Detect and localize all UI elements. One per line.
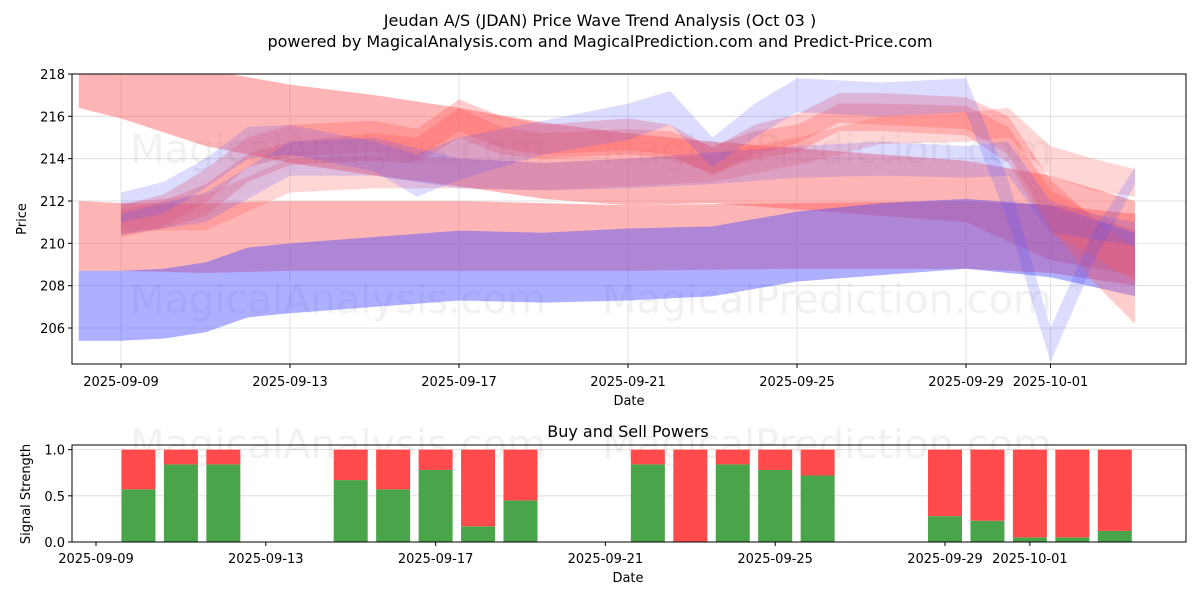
bar-buy xyxy=(800,475,835,542)
bar-buy xyxy=(461,526,496,542)
bar-buy xyxy=(970,520,1005,542)
bar-sell xyxy=(206,449,241,465)
x-tick-label: 2025-09-13 xyxy=(228,552,304,567)
band-long-blue-lower xyxy=(78,198,1135,341)
watermark: MagicalPrediction.com xyxy=(602,127,1052,173)
bar-x-label: Date xyxy=(612,571,643,586)
bar-axes-frame xyxy=(71,444,1187,543)
bar-buy xyxy=(333,480,368,542)
bar-sell xyxy=(503,449,538,501)
bar-buy xyxy=(715,464,750,542)
y-tick-label: 0.0 xyxy=(44,536,65,551)
bar-sell xyxy=(673,449,708,542)
band-long-red-lower xyxy=(78,201,1135,286)
y-tick-label: 218 xyxy=(40,68,65,83)
bar-sell xyxy=(376,449,411,490)
bar-sell xyxy=(715,449,750,465)
bar-sell xyxy=(461,449,496,527)
bar-buy xyxy=(1055,537,1090,542)
x-tick-label: 2025-09-09 xyxy=(58,552,134,567)
y-tick-label: 216 xyxy=(40,110,65,125)
main-x-label: Date xyxy=(613,394,644,409)
x-tick-label: 2025-09-13 xyxy=(252,375,328,390)
bar-x-ticks: 2025-09-09 2025-09-13 2025-09-17 2025-09-21… xyxy=(58,542,1068,567)
x-tick-label: 2025-10-01 xyxy=(992,552,1068,567)
watermark: MagicalAnalysis.com xyxy=(130,277,546,323)
bar-sell xyxy=(121,449,156,490)
y-tick-label: 1.0 xyxy=(44,444,65,459)
bar-buy xyxy=(1097,530,1132,542)
bar-sell xyxy=(1012,449,1047,538)
x-tick-label: 2025-09-09 xyxy=(83,375,159,390)
x-tick-label: 2025-09-25 xyxy=(759,375,835,390)
x-tick-label: 2025-09-17 xyxy=(421,375,497,390)
bar-buy xyxy=(121,489,156,542)
bar-buy xyxy=(928,516,962,542)
y-tick-label: 208 xyxy=(40,280,65,295)
band-wave-red-2 xyxy=(121,93,1135,324)
watermark: MagicalAnalysis.com xyxy=(130,127,546,173)
y-tick-label: 206 xyxy=(40,322,65,337)
y-tick-label: 0.5 xyxy=(44,490,65,505)
bar-y-ticks: 0.0 0.5 1.0 xyxy=(44,444,72,551)
bar-chart-title: Buy and Sell Powers xyxy=(547,422,709,441)
band-wave-red-3 xyxy=(121,107,1135,231)
y-tick-label: 212 xyxy=(40,195,65,210)
x-tick-label: 2025-09-17 xyxy=(398,552,474,567)
bar-buy xyxy=(1012,537,1047,542)
bar-buy xyxy=(418,469,453,542)
band-wave-blue-1 xyxy=(121,78,1135,362)
band-wave-red-1 xyxy=(121,103,1135,282)
bars xyxy=(121,449,1132,542)
bar-sell xyxy=(970,449,1005,521)
x-tick-label: 2025-09-29 xyxy=(907,552,983,567)
bar-buy xyxy=(503,500,538,542)
chart-subtitle: powered by MagicalAnalysis.com and Magic… xyxy=(267,32,932,51)
bar-buy xyxy=(758,469,793,542)
y-tick-label: 210 xyxy=(40,237,65,252)
bar-sell xyxy=(1097,449,1132,531)
y-tick-label: 214 xyxy=(40,153,65,168)
main-grid xyxy=(72,73,1186,364)
band-long-red-upper xyxy=(78,74,1135,276)
main-axes-frame xyxy=(71,73,1187,365)
bar-sell xyxy=(630,449,665,465)
bar-sell xyxy=(758,449,793,470)
x-tick-label: 2025-09-21 xyxy=(568,552,644,567)
band-wave-blue-2 xyxy=(121,137,1135,246)
chart-title: Jeudan A/S (JDAN) Price Wave Trend Analy… xyxy=(383,11,816,30)
bar-y-label: Signal Strength xyxy=(19,444,34,544)
x-tick-label: 2025-09-21 xyxy=(590,375,666,390)
bar-sell xyxy=(800,449,835,476)
bar-sell xyxy=(1055,449,1090,538)
bar-sell xyxy=(163,449,198,465)
bar-buy xyxy=(163,464,198,542)
x-tick-label: 2025-10-01 xyxy=(1013,375,1089,390)
main-bands xyxy=(78,74,1135,362)
main-y-label: Price xyxy=(15,203,30,235)
x-tick-label: 2025-09-29 xyxy=(928,375,1004,390)
bar-sell xyxy=(928,449,962,517)
bar-buy xyxy=(206,464,241,542)
watermark: MagicalPrediction.com xyxy=(602,277,1052,323)
main-y-ticks: 206 208 210 212 214 216 218 xyxy=(40,68,72,337)
x-tick-label: 2025-09-25 xyxy=(737,552,813,567)
bar-sell xyxy=(333,449,368,481)
main-x-ticks: 2025-09-09 2025-09-13 2025-09-17 2025-09-21… xyxy=(83,364,1088,390)
main-watermarks: MagicalAnalysis.com MagicalPrediction.co… xyxy=(130,127,1052,323)
bar-buy xyxy=(376,489,411,542)
bar-sell xyxy=(418,449,453,470)
bar-buy xyxy=(630,464,665,542)
